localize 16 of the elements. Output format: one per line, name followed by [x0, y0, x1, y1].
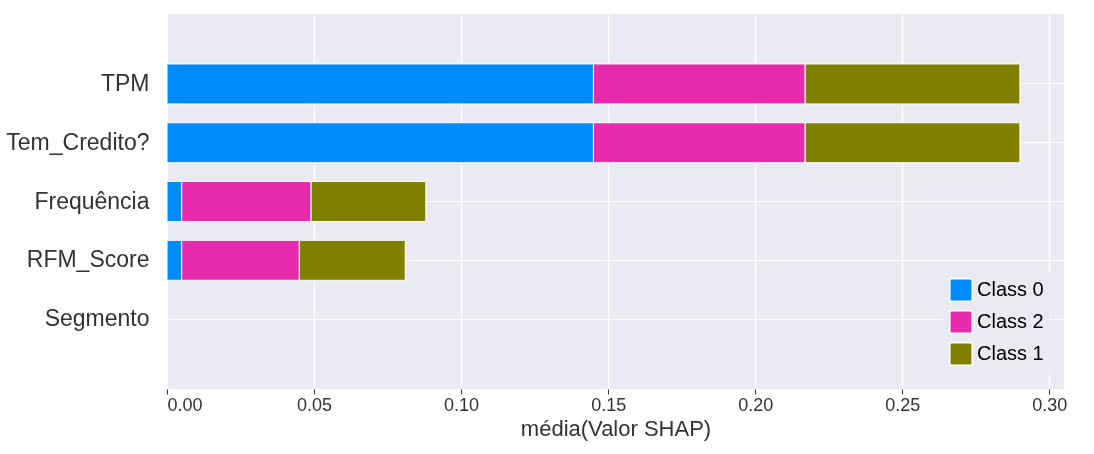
y-tick-label: Segmento: [44, 305, 150, 332]
x-axis-title: média(Valor SHAP): [520, 415, 712, 441]
x-tick-label: 0.05: [297, 394, 333, 415]
x-tick-label: 0.10: [444, 394, 480, 415]
y-tick-label: TPM: [100, 69, 150, 96]
x-tick-label: 0.00: [167, 394, 203, 415]
x-tick-label: 0.30: [1032, 394, 1068, 415]
y-tick-label: Tem_Credito?: [6, 128, 150, 155]
y-tick-label: RFM_Score: [26, 246, 150, 273]
legend-label: Class 2: [977, 310, 1044, 332]
legend-label: Class 0: [977, 278, 1044, 300]
x-tick-label: 0.20: [738, 394, 774, 415]
legend-label: Class 1: [977, 342, 1044, 364]
x-tick-label: 0.15: [591, 394, 627, 415]
y-tick-label: Frequência: [34, 187, 150, 214]
x-tick-label: 0.25: [885, 394, 921, 415]
